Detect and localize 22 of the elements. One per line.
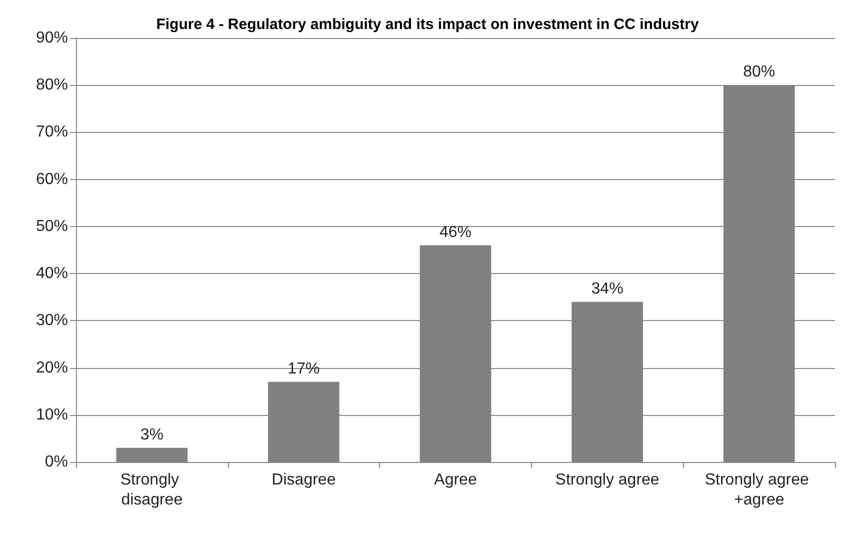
chart-title: Figure 4 - Regulatory ambiguity and its impact on investment in CC industry [156,16,700,33]
x-tick-label: Strongly disagree [120,472,184,508]
x-tick-label: Disagree [272,472,336,488]
y-tick-label: 60% [36,170,68,188]
data-label: 17% [288,360,320,378]
data-label: 46% [439,224,472,241]
data-label: 34% [591,280,624,298]
y-tick-label: 90% [36,30,68,46]
x-tick-label: Strongly agree [555,472,660,488]
y-tick-label: 70% [36,124,68,141]
data-label: 3% [140,426,164,444]
data-label: 80% [743,64,776,81]
y-tick-label: 40% [36,265,68,282]
y-tick-label: 10% [36,406,68,424]
x-tick-label: Strongly agree +agree [704,472,814,508]
y-tick-label: 30% [36,312,68,330]
y-tick-label: 0% [44,454,68,470]
x-tick-label: Agree [434,472,477,488]
y-tick-label: 20% [36,359,68,376]
bar [116,448,188,462]
y-tick-label: 80% [36,76,68,94]
y-tick-label: 50% [36,218,68,235]
